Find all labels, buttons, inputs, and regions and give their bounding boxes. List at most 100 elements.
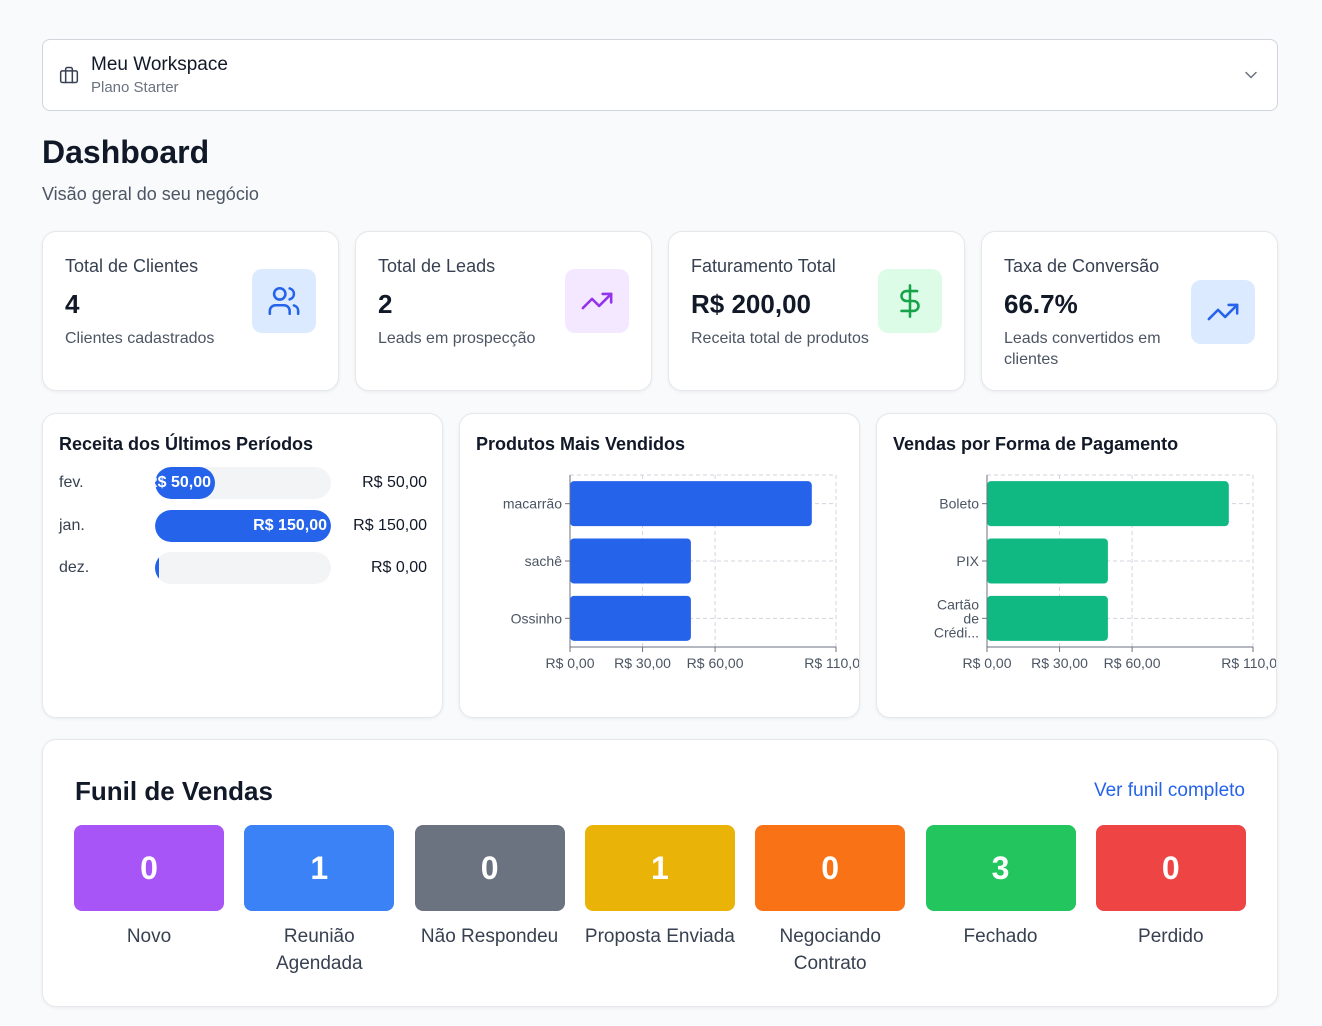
x-tick-label: R$ 60,00 (687, 655, 744, 671)
stat-icon-box (1191, 280, 1255, 344)
users-icon (268, 286, 300, 316)
workspace-info: Meu Workspace Plano Starter (91, 53, 1241, 98)
workspace-name: Meu Workspace (91, 53, 228, 75)
view-full-funnel-link[interactable]: Ver funil completo (1093, 780, 1245, 801)
funnel-stage-label: Novo (126, 926, 172, 947)
page-subtitle: Visão geral do seu negócio (42, 184, 259, 204)
stat-card-leads: Total de Leads 2 Leads em prospecção (355, 231, 652, 391)
stat-description: Leads convertidos em clientes (1004, 330, 1161, 368)
y-tick-label: macarrão (503, 496, 562, 512)
revenue-row: dez. R$ 0,00 (59, 552, 427, 584)
revenue-bar-text: R$ 150,00 (253, 517, 327, 534)
funnel-stage[interactable]: 1 Proposta Enviada (584, 825, 735, 950)
funnel-stage-count[interactable]: 1 (244, 825, 395, 911)
stat-value: 2 (378, 289, 393, 319)
funnel-stage-label: Negociando Contrato (779, 926, 881, 974)
funnel-title: Funil de Vendas (75, 776, 273, 806)
x-tick-label: R$ 110,00 (804, 655, 859, 671)
funnel-stage[interactable]: 0 Negociando Contrato (755, 825, 906, 977)
revenue-bar: R$ 50,00 (155, 467, 215, 499)
funnel-stage-count[interactable]: 0 (414, 825, 565, 911)
y-tick-label: Boleto (939, 496, 979, 512)
stat-icon-box (565, 269, 629, 333)
x-tick-label: R$ 0,00 (962, 655, 1011, 671)
funnel-stage-count[interactable]: 3 (925, 825, 1076, 911)
payment-chart-title: Vendas por Forma de Pagamento (893, 434, 1179, 454)
stat-value: 66.7% (1004, 289, 1078, 319)
bar (570, 481, 812, 527)
revenue-bar (155, 552, 159, 584)
page-title: Dashboard (42, 134, 210, 170)
revenue-amount: R$ 150,00 (353, 517, 427, 534)
funnel-stage-count[interactable]: 0 (755, 825, 906, 911)
dollar-icon (900, 284, 920, 318)
stat-value: R$ 200,00 (691, 289, 811, 319)
stat-description: Receita total de produtos (691, 330, 869, 347)
bar (987, 481, 1229, 527)
bar (987, 538, 1108, 584)
funnel-stage[interactable]: 0 Não Respondeu (414, 825, 565, 950)
y-tick-label: Ossinho (511, 610, 563, 626)
revenue-period: jan. (59, 517, 85, 534)
stat-label: Faturamento Total (691, 256, 836, 276)
revenue-bar: R$ 150,00 (155, 510, 331, 542)
revenue-bar-text: R$ 50,00 (155, 474, 211, 491)
funnel-stage[interactable]: 3 Fechado (925, 825, 1076, 950)
stat-card-revenue: Faturamento Total R$ 200,00 Receita tota… (668, 231, 965, 391)
stat-label: Taxa de Conversão (1004, 256, 1160, 276)
revenue-bar-track: R$ 150,00 (155, 510, 331, 542)
products-chart-title: Produtos Mais Vendidos (476, 434, 686, 454)
stat-icon-box (252, 269, 316, 333)
sales-funnel-card: Funil de Vendas Ver funil completo 0 Novo… (42, 739, 1278, 1007)
stat-icon-box (878, 269, 942, 333)
revenue-title: Receita dos Últimos Períodos (59, 434, 314, 454)
y-tick-label: PIX (956, 553, 979, 569)
funnel-stage-count[interactable]: 1 (584, 825, 735, 911)
trending-up-icon (581, 292, 613, 310)
revenue-period: dez. (59, 559, 90, 576)
workspace-selector[interactable]: Meu Workspace Plano Starter (42, 39, 1278, 111)
funnel-stage-label: Proposta Enviada (584, 926, 735, 947)
products-chart-card: Produtos Mais Vendidos macarrão sachê Ossi… (459, 413, 860, 718)
bar (570, 595, 691, 641)
funnel-stage-count[interactable]: 0 (1095, 825, 1246, 911)
x-tick-label: R$ 30,00 (614, 655, 671, 671)
stat-description: Leads em prospecção (378, 330, 536, 347)
stat-card-conversion: Taxa de Conversão 66.7% Leads convertido… (981, 231, 1278, 391)
revenue-card: Receita dos Últimos Períodos fev. R$ 50,… (42, 413, 443, 718)
funnel-stage-count[interactable]: 0 (74, 825, 224, 911)
stat-card-clients: Total de Clientes 4 Clientes cadastrados (42, 231, 339, 391)
funnel-stage-label: Reunião Agendada (275, 926, 363, 974)
workspace-plan: Plano Starter (91, 78, 179, 96)
y-tick-label: Cartão (937, 596, 979, 612)
x-tick-label: R$ 110,00 (1221, 655, 1276, 671)
stat-value: 4 (65, 289, 80, 319)
bar (570, 538, 691, 584)
funnel-stage[interactable]: 0 Novo (74, 825, 224, 950)
stat-label: Total de Leads (378, 256, 496, 276)
trending-up-icon (1207, 303, 1239, 321)
products-bar-chart: macarrão sachê Ossinho R$ 0,00 R$ 30,00 R$ 60… (503, 474, 859, 671)
revenue-bar-track: R$ 50,00 (155, 467, 331, 499)
y-tick-label: sachê (525, 553, 563, 569)
revenue-row: jan. R$ 150,00 R$ 150,00 (59, 510, 427, 542)
payment-chart-card: Vendas por Forma de Pagamento Boleto PIX C… (876, 413, 1277, 718)
revenue-amount: R$ 0,00 (370, 559, 427, 576)
briefcase-icon (59, 66, 79, 84)
funnel-stage[interactable]: 1 Reunião Agendada (244, 825, 395, 977)
funnel-stage-label: Não Respondeu (420, 926, 559, 947)
x-tick-label: R$ 30,00 (1031, 655, 1088, 671)
stat-description: Clientes cadastrados (65, 330, 215, 347)
x-tick-label: R$ 60,00 (1104, 655, 1161, 671)
revenue-bar-track (155, 552, 331, 584)
revenue-amount: R$ 50,00 (362, 474, 427, 491)
funnel-stage-label: Perdido (1138, 926, 1204, 947)
funnel-stage-label: Fechado (963, 926, 1038, 947)
stat-label: Total de Clientes (65, 256, 199, 276)
chevron-down-icon[interactable] (1241, 65, 1261, 85)
revenue-period: fev. (59, 474, 84, 491)
y-tick-label: Crédi... (934, 624, 979, 640)
bar (987, 595, 1108, 641)
funnel-stage[interactable]: 0 Perdido (1095, 825, 1246, 950)
